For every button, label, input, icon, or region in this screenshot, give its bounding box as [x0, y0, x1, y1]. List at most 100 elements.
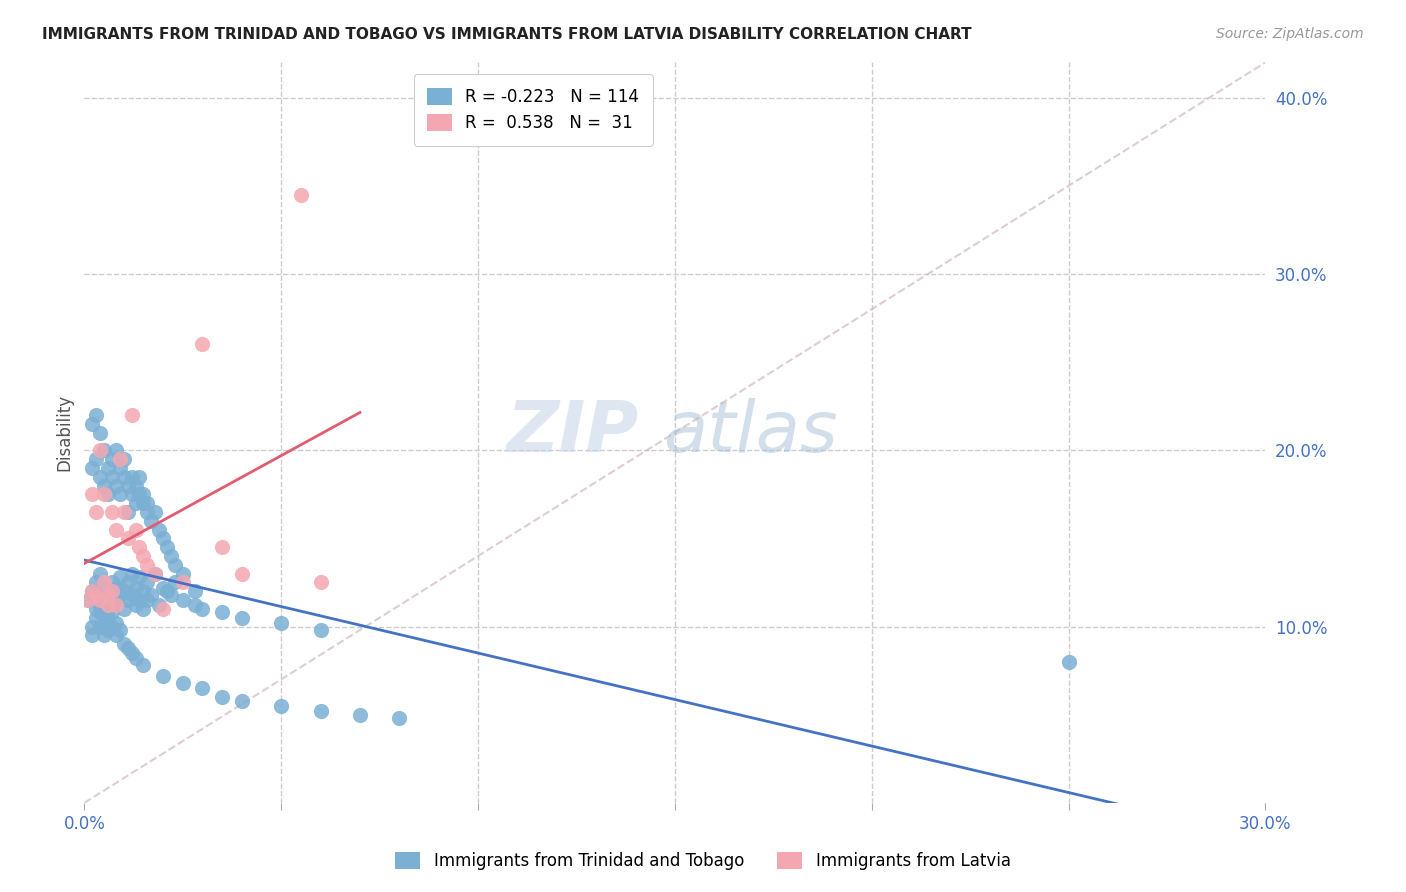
- Point: [97, 461, 120, 475]
- Point: [231, 566, 253, 581]
- Point: [93, 478, 115, 492]
- Point: [117, 505, 139, 519]
- Point: [132, 549, 155, 563]
- Point: [82, 619, 104, 633]
- Point: [104, 593, 127, 607]
- Point: [388, 711, 411, 725]
- Point: [97, 588, 120, 602]
- Point: [136, 496, 159, 510]
- Point: [93, 443, 115, 458]
- Point: [211, 690, 233, 704]
- Point: [128, 540, 150, 554]
- Point: [97, 588, 120, 602]
- Point: [89, 443, 111, 458]
- Point: [82, 461, 104, 475]
- Point: [132, 496, 155, 510]
- Point: [112, 452, 135, 467]
- Point: [108, 570, 131, 584]
- Point: [97, 487, 120, 501]
- Point: [124, 478, 146, 492]
- Point: [156, 540, 179, 554]
- Point: [82, 584, 104, 599]
- Point: [101, 452, 124, 467]
- Point: [108, 623, 131, 637]
- Point: [101, 606, 124, 620]
- Point: [101, 469, 124, 483]
- Point: [211, 540, 233, 554]
- Point: [124, 599, 146, 613]
- Point: [143, 566, 166, 581]
- Point: [136, 593, 159, 607]
- Point: [97, 602, 120, 616]
- Point: [104, 615, 127, 630]
- Point: [211, 606, 233, 620]
- Point: [77, 593, 100, 607]
- Point: [136, 575, 159, 590]
- Point: [309, 623, 332, 637]
- Point: [84, 408, 107, 422]
- Point: [89, 593, 111, 607]
- Point: [160, 549, 183, 563]
- Point: [121, 588, 143, 602]
- Point: [84, 610, 107, 624]
- Point: [191, 681, 214, 696]
- Point: [183, 599, 205, 613]
- Y-axis label: Disability: Disability: [55, 394, 73, 471]
- Point: [270, 615, 292, 630]
- Point: [156, 584, 179, 599]
- Point: [89, 566, 111, 581]
- Point: [93, 615, 115, 630]
- Point: [132, 658, 155, 673]
- Point: [152, 669, 174, 683]
- Point: [141, 514, 163, 528]
- Point: [93, 593, 115, 607]
- Point: [112, 602, 135, 616]
- Point: [121, 487, 143, 501]
- Point: [172, 566, 194, 581]
- Point: [104, 443, 127, 458]
- Point: [101, 584, 124, 599]
- Point: [93, 487, 115, 501]
- Point: [104, 581, 127, 595]
- Point: [97, 623, 120, 637]
- Point: [77, 593, 100, 607]
- Point: [172, 593, 194, 607]
- Point: [136, 558, 159, 572]
- Point: [191, 337, 214, 351]
- Point: [183, 584, 205, 599]
- Point: [101, 619, 124, 633]
- Point: [136, 505, 159, 519]
- Text: ZIP: ZIP: [508, 398, 640, 467]
- Point: [124, 496, 146, 510]
- Point: [93, 606, 115, 620]
- Point: [128, 487, 150, 501]
- Point: [101, 505, 124, 519]
- Point: [84, 505, 107, 519]
- Point: [84, 588, 107, 602]
- Point: [172, 575, 194, 590]
- Legend: R = -0.223   N = 114, R =  0.538   N =  31: R = -0.223 N = 114, R = 0.538 N = 31: [413, 74, 652, 145]
- Point: [231, 693, 253, 707]
- Point: [117, 640, 139, 655]
- Point: [121, 408, 143, 422]
- Point: [132, 584, 155, 599]
- Point: [112, 505, 135, 519]
- Point: [309, 575, 332, 590]
- Point: [117, 532, 139, 546]
- Legend: Immigrants from Trinidad and Tobago, Immigrants from Latvia: Immigrants from Trinidad and Tobago, Imm…: [387, 843, 1019, 879]
- Point: [101, 584, 124, 599]
- Point: [104, 599, 127, 613]
- Point: [112, 637, 135, 651]
- Point: [89, 425, 111, 440]
- Point: [108, 461, 131, 475]
- Point: [128, 593, 150, 607]
- Point: [117, 478, 139, 492]
- Point: [1057, 655, 1080, 669]
- Point: [84, 452, 107, 467]
- Point: [97, 599, 120, 613]
- Point: [152, 532, 174, 546]
- Point: [290, 187, 312, 202]
- Point: [104, 523, 127, 537]
- Point: [128, 469, 150, 483]
- Point: [101, 597, 124, 611]
